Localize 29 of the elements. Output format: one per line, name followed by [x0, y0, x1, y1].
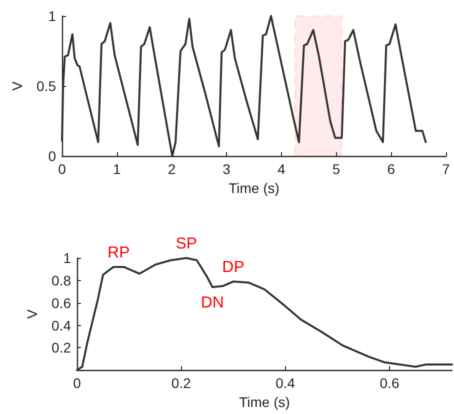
line-series [76, 257, 453, 372]
x-tick-label: 0.2 [171, 375, 192, 392]
x-tick-label: 3 [222, 161, 231, 178]
x-tick-label: 0.4 [276, 375, 296, 392]
y-axis-title: V [9, 80, 25, 91]
x-tick-label: 1 [112, 161, 121, 178]
x-axis-title: Time (s) [239, 394, 290, 410]
x-tick-label: 7 [442, 161, 450, 178]
y-tick-label: 1 [48, 8, 56, 24]
x-axis-title: Time (s) [228, 180, 280, 196]
y-tick-label: 0.6 [52, 294, 72, 311]
y-tick-label: 0.8 [52, 272, 72, 288]
line-series [61, 15, 427, 158]
annotation: SP [176, 236, 198, 252]
annotation: DN [200, 294, 224, 312]
y-tick-label: 0 [48, 148, 56, 164]
y-tick-label: 0.4 [52, 317, 72, 334]
y-tick-label: 0.5 [36, 78, 56, 94]
x-tick-label: 4 [278, 161, 286, 178]
annotation: DP [222, 259, 244, 276]
x-tick-label: 0 [73, 375, 82, 392]
x-tick-label: 2 [168, 161, 176, 178]
x-tick-label: 6 [387, 161, 396, 178]
y-tick-label: 0.2 [52, 340, 72, 356]
annotation: RP [108, 244, 130, 262]
x-tick-label: 0.6 [380, 375, 400, 392]
x-tick-label: 5 [332, 161, 340, 178]
y-tick-label: 1 [63, 250, 72, 266]
y-axis-title: V [24, 308, 40, 319]
